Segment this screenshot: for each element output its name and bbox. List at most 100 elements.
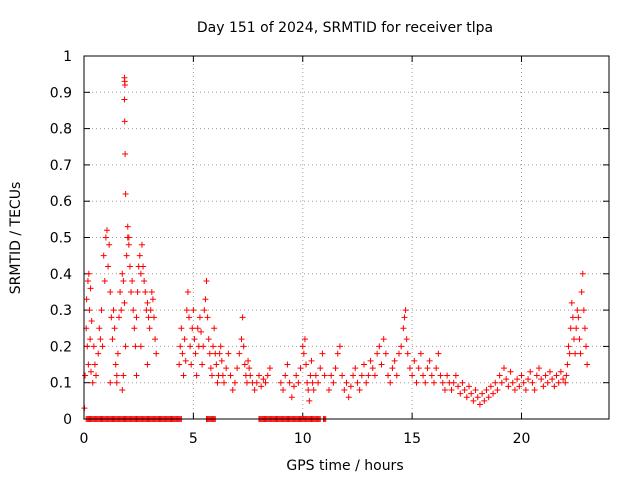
data-point (93, 372, 100, 379)
data-point (214, 379, 221, 386)
data-point (152, 336, 159, 343)
data-point (90, 343, 97, 350)
data-point (182, 357, 189, 364)
data-point (102, 234, 109, 241)
data-point (343, 379, 350, 386)
data-point (509, 379, 516, 386)
data-point (389, 365, 396, 372)
data-point (125, 241, 132, 248)
data-point (511, 386, 518, 393)
data-point (138, 241, 145, 248)
data-point (229, 386, 236, 393)
data-point (315, 379, 322, 386)
data-point (304, 379, 311, 386)
data-point (382, 350, 389, 357)
data-point (213, 361, 220, 368)
data-point (403, 336, 410, 343)
data-point (122, 343, 129, 350)
data-point (371, 372, 378, 379)
data-point (345, 394, 352, 401)
data-point (581, 325, 588, 332)
data-point (142, 288, 149, 295)
data-point (433, 365, 440, 372)
data-point (564, 361, 571, 368)
data-point (87, 336, 94, 343)
x-tick-label: 5 (189, 431, 198, 447)
data-point (540, 383, 547, 390)
data-point (297, 365, 304, 372)
grid-lines (84, 56, 609, 419)
data-point (569, 314, 576, 321)
data-point (83, 296, 90, 303)
data-point (341, 386, 348, 393)
data-point (98, 307, 105, 314)
data-point (208, 372, 215, 379)
data-point (448, 386, 455, 393)
data-point (202, 296, 209, 303)
data-point (498, 379, 505, 386)
data-point (522, 386, 529, 393)
data-point (538, 376, 545, 383)
data-point (474, 394, 481, 401)
data-point (518, 372, 525, 379)
data-point (236, 350, 243, 357)
data-point (131, 325, 138, 332)
data-point (415, 365, 422, 372)
data-point (350, 372, 357, 379)
data-point (121, 299, 128, 306)
data-point (385, 372, 392, 379)
data-point (479, 390, 486, 397)
data-point (563, 372, 570, 379)
data-point (527, 368, 534, 375)
data-point (123, 252, 130, 259)
data-point (441, 386, 448, 393)
data-point (566, 350, 573, 357)
data-point (470, 397, 477, 404)
data-point (450, 379, 457, 386)
data-point (505, 383, 512, 390)
data-point (225, 350, 232, 357)
data-point (137, 270, 144, 277)
data-point (112, 361, 119, 368)
data-point (577, 350, 584, 357)
data-point (137, 343, 144, 350)
data-point (402, 307, 409, 314)
y-tick-label: 0.1 (50, 376, 72, 392)
data-point (437, 372, 444, 379)
data-point (119, 386, 126, 393)
data-point (459, 379, 466, 386)
data-point (308, 357, 315, 364)
data-point (520, 379, 527, 386)
data-point (417, 350, 424, 357)
data-point (363, 379, 370, 386)
data-point (88, 368, 94, 375)
data-point (490, 390, 497, 397)
data-point (193, 372, 200, 379)
data-point (239, 314, 246, 321)
data-point (455, 383, 462, 390)
data-point (565, 343, 572, 350)
data-point (121, 96, 128, 103)
data-point (503, 376, 510, 383)
y-tick-label: 0.5 (50, 231, 72, 247)
data-point (483, 386, 490, 393)
data-point (218, 357, 225, 364)
data-point (266, 365, 273, 372)
chart-title: Day 151 of 2024, SRMTID for receiver tlp… (197, 20, 493, 36)
data-point (191, 336, 198, 343)
data-point (89, 379, 96, 386)
y-tick-label: 0.9 (50, 85, 72, 101)
data-point (119, 270, 126, 277)
data-point (542, 372, 549, 379)
data-point (84, 278, 91, 285)
data-point (376, 343, 383, 350)
data-point (334, 350, 341, 357)
data-point (557, 368, 564, 375)
data-point (305, 386, 312, 393)
data-point (180, 372, 187, 379)
data-point (293, 372, 300, 379)
data-point (203, 278, 210, 285)
data-point (184, 288, 191, 295)
y-tick-label: 0.4 (50, 267, 72, 283)
data-point (286, 379, 293, 386)
